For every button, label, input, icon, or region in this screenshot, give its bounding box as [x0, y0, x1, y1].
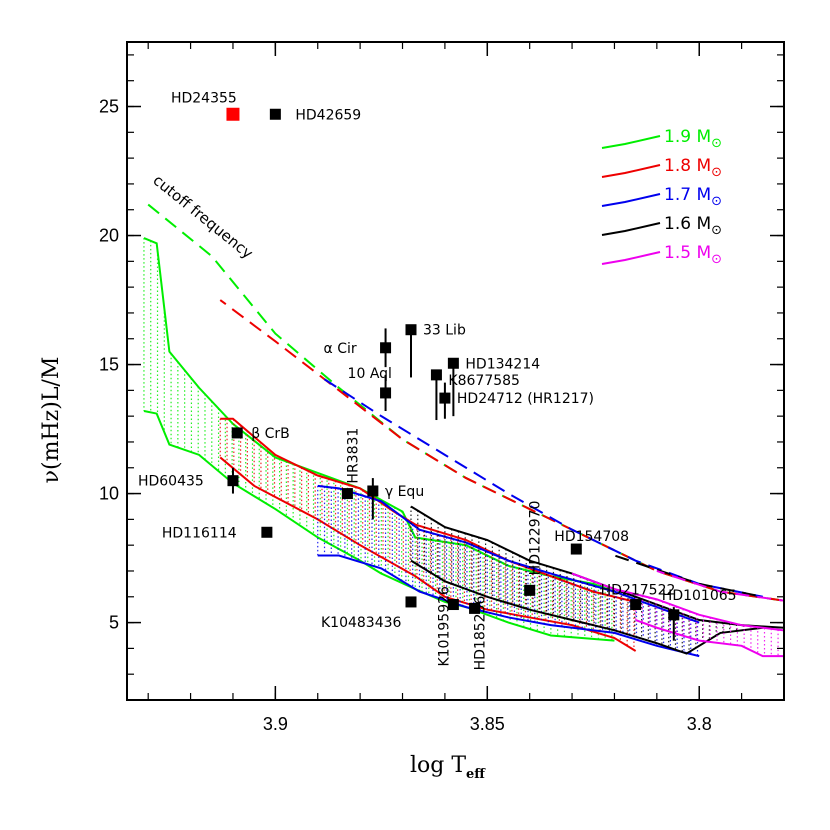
plot-layer	[143, 107, 784, 658]
star-marker	[226, 107, 240, 121]
star-marker	[380, 342, 392, 354]
star-marker	[570, 543, 582, 555]
star-marker	[439, 392, 451, 404]
track-lower-line-0	[143, 410, 615, 642]
y-tick-label: 5	[109, 613, 119, 633]
star-marker	[261, 526, 273, 538]
legend: 1.9 M⊙ 1.8 M⊙ 1.7 M⊙ 1.6 M⊙ 1.5 M⊙	[601, 127, 722, 267]
star-marker	[447, 599, 459, 611]
star-label: γ Equ	[385, 484, 424, 500]
legend-label: 1.8 M⊙	[664, 156, 722, 180]
star-label: β CrB	[251, 426, 290, 442]
y-tick-label: 10	[99, 484, 119, 504]
x-axis-title-sub: eff	[466, 767, 486, 782]
legend-label: 1.9 M⊙	[664, 127, 722, 151]
track-lower-line-3	[410, 559, 763, 655]
star-label: HD185256	[473, 596, 489, 671]
star-label: HD217522	[601, 583, 676, 599]
y-axis-title: ν(mHz)L/M	[39, 357, 64, 484]
star-marker	[380, 387, 392, 399]
star-label: HD122970	[528, 501, 544, 576]
star-label: HD42659	[295, 107, 361, 123]
legend-swatch	[601, 222, 661, 236]
star-label: HD60435	[138, 474, 204, 490]
star-label: K8677585	[448, 373, 520, 389]
legend-label: 1.7 M⊙	[664, 185, 722, 209]
star-label: HR3831	[345, 428, 361, 484]
legend-label: 1.5 M⊙	[664, 243, 722, 267]
star-marker	[469, 602, 481, 614]
star-marker	[341, 488, 353, 500]
star-marker	[227, 475, 239, 487]
star-marker	[367, 485, 379, 497]
x-tick-label: 3.9	[263, 714, 288, 734]
star-label: 33 Lib	[423, 323, 466, 339]
legend-swatch	[601, 193, 661, 207]
x-tick-label: 3.85	[470, 714, 505, 734]
star-marker	[524, 584, 536, 596]
star-label: 10 Aql	[348, 366, 392, 382]
star-label: α Cir	[324, 341, 357, 357]
legend-swatch	[601, 135, 661, 149]
star-labels: HD24355 HD42659 33 Lib α Cir HD134214K867758…	[138, 90, 737, 670]
track-lower-line-4	[635, 619, 784, 658]
star-label: HD134214	[465, 356, 540, 372]
star-label: HD24355	[171, 90, 237, 106]
star-marker	[668, 609, 680, 621]
star-marker	[269, 108, 281, 120]
star-marker	[405, 324, 417, 336]
x-axis-title-main: log T	[410, 753, 466, 778]
plot-frame	[126, 41, 785, 701]
y-tick-label: 15	[99, 355, 119, 375]
track-upper-line-4	[571, 572, 784, 632]
legend-label: 1.6 M⊙	[664, 214, 722, 238]
star-marker	[231, 427, 243, 439]
cutoff-line-4	[656, 570, 784, 602]
y-tick-label: 20	[99, 226, 119, 246]
star-label: K10483436	[321, 615, 402, 631]
star-label: K10195926	[436, 586, 452, 667]
y-tick-label: 25	[99, 97, 119, 117]
track-lower-line-2	[317, 554, 700, 658]
x-tick-label: 3.8	[687, 714, 712, 734]
star-label: HD101065	[662, 588, 737, 604]
star-marker	[630, 599, 642, 611]
x-axis-title: log Teff	[410, 753, 486, 782]
star-marker	[405, 596, 417, 608]
legend-swatch	[601, 251, 661, 265]
star-label: HD154708	[554, 529, 629, 545]
star-marker	[447, 357, 459, 369]
star-marker	[430, 369, 442, 381]
cutoff-line-2	[317, 374, 764, 598]
star-label: HD24712 (HR1217)	[457, 391, 594, 407]
star-label: HD116114	[162, 525, 237, 541]
cutoff-line-1	[219, 299, 784, 602]
legend-swatch	[601, 164, 661, 178]
